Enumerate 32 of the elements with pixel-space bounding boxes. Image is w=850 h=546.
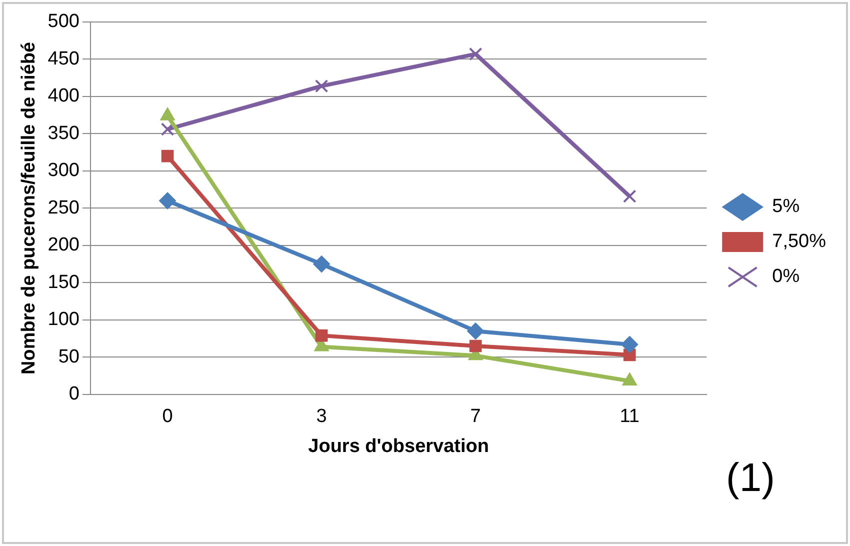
y-tick-label: 50 [58, 346, 80, 368]
y-tick-label: 150 [48, 272, 80, 293]
point [315, 329, 328, 342]
x-tick-label: 0 [162, 406, 173, 428]
legend-label: 7,50% [772, 231, 826, 252]
y-tick-label: 100 [48, 309, 80, 330]
y-tick-label: 350 [48, 122, 80, 144]
point [161, 150, 174, 162]
point [160, 122, 174, 136]
legend-label: 5% [772, 196, 800, 218]
x-axis-title: Jours d'observation [308, 436, 489, 457]
y-tick-label: 500 [48, 11, 80, 32]
y-tick-label: 300 [48, 160, 80, 182]
point [467, 322, 484, 340]
x-tick-label: 3 [316, 406, 327, 428]
point [314, 79, 328, 93]
y-tick-label: 250 [48, 197, 80, 218]
x-tick-label: 11 [620, 406, 640, 428]
y-tick-label: 0 [68, 384, 80, 405]
legend-label: 0% [772, 266, 800, 288]
point [469, 340, 482, 352]
text: (1) [726, 456, 775, 501]
point [621, 336, 638, 353]
x-tick-label: 7 [470, 406, 481, 428]
y-tick-label: 200 [48, 234, 80, 256]
point [159, 192, 176, 210]
y-tick-label: 450 [48, 48, 80, 70]
y-axis-title: Nombre de pucerons/feuille de niébé [18, 42, 40, 374]
y-tick-label: 400 [48, 86, 80, 107]
point [468, 47, 482, 61]
point [313, 256, 330, 273]
point [622, 190, 636, 203]
